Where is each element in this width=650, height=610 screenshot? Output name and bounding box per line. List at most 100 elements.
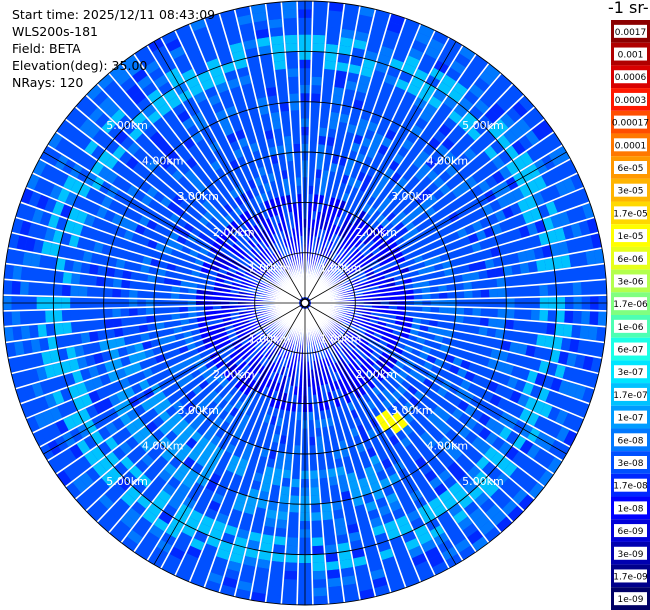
range-gate (256, 343, 265, 352)
range-gate (587, 265, 598, 280)
range-gate (55, 171, 69, 187)
range-gate (213, 465, 225, 477)
range-gate (86, 84, 103, 101)
range-gate (373, 132, 384, 144)
range-gate (229, 140, 241, 152)
range-gate (44, 227, 56, 242)
range-gate (514, 239, 525, 252)
range-gate (266, 330, 275, 338)
range-gate (419, 483, 433, 496)
range-gate (342, 319, 352, 325)
range-gate (165, 38, 182, 52)
range-gate (311, 76, 322, 86)
range-gate (335, 330, 344, 338)
range-gate (233, 206, 243, 217)
range-gate (360, 485, 372, 496)
range-gate (367, 121, 379, 133)
range-gate (95, 113, 110, 128)
range-gate (370, 516, 383, 528)
range-gate (228, 481, 240, 493)
range-gate (504, 319, 514, 330)
range-gate (369, 243, 378, 252)
range-gate (341, 321, 351, 327)
range-gate (150, 338, 161, 348)
range-gate (256, 96, 268, 108)
range-gate (230, 508, 243, 520)
range-gate (270, 441, 279, 452)
range-gate (368, 322, 378, 328)
range-gate (142, 103, 157, 118)
range-gate (270, 277, 279, 284)
range-gate (109, 86, 125, 102)
range-gate (397, 418, 409, 430)
range-gate (141, 139, 155, 153)
range-gate (36, 310, 46, 324)
range-gate (194, 221, 205, 232)
range-gate (438, 314, 448, 322)
range-gate (112, 446, 126, 461)
range-gate (381, 364, 392, 374)
range-gate (474, 251, 485, 262)
range-gate (329, 162, 338, 173)
range-gate (522, 210, 534, 224)
range-gate (113, 327, 124, 338)
range-gate (176, 235, 187, 245)
range-gate (570, 174, 584, 190)
range-gate (245, 254, 254, 262)
range-gate (16, 235, 28, 250)
range-gate (479, 70, 495, 86)
range-gate (437, 81, 452, 96)
range-gate (547, 457, 562, 474)
ray-separator (304, 308, 330, 605)
range-gate (331, 441, 340, 452)
range-gate (281, 257, 287, 267)
range-gate (519, 262, 530, 274)
range-gate (517, 393, 530, 407)
range-gate (253, 245, 262, 255)
range-gate (494, 118, 509, 134)
range-gate (357, 210, 367, 220)
range-gate (443, 268, 454, 277)
ray-separator (203, 18, 304, 298)
range-gate (256, 243, 264, 252)
range-gate (395, 551, 410, 564)
range-gate (216, 45, 231, 58)
range-gate (352, 399, 361, 409)
range-gate (496, 516, 513, 532)
range-gate (224, 324, 234, 331)
range-gate (99, 134, 113, 150)
range-gate (122, 270, 132, 280)
range-gate (86, 505, 103, 522)
range-gate (208, 329, 218, 337)
range-gate (244, 271, 254, 278)
range-gate (330, 372, 337, 382)
range-gate (234, 196, 244, 206)
range-gate (425, 332, 436, 341)
range-gate (395, 42, 410, 55)
range-gate (117, 346, 128, 358)
range-gate (491, 436, 505, 451)
range-gate (313, 587, 327, 597)
range-gate (518, 225, 530, 238)
range-gate (341, 192, 350, 203)
range-gate (231, 473, 243, 485)
range-gate (258, 319, 268, 325)
range-gate (137, 290, 147, 299)
range-gate (350, 488, 362, 499)
range-gate (125, 436, 139, 450)
range-gate (331, 344, 339, 353)
range-gate (57, 245, 69, 258)
range-gate (499, 373, 511, 386)
range-gate (504, 276, 514, 287)
range-gate (55, 137, 70, 154)
range-gate (366, 400, 376, 410)
ray-separator (11, 303, 300, 375)
range-gate (353, 556, 367, 567)
range-gate (334, 225, 341, 235)
range-gate (360, 338, 370, 346)
range-gate (327, 18, 342, 29)
range-gate (480, 93, 495, 108)
range-gate (324, 536, 336, 546)
range-gate (76, 95, 92, 112)
